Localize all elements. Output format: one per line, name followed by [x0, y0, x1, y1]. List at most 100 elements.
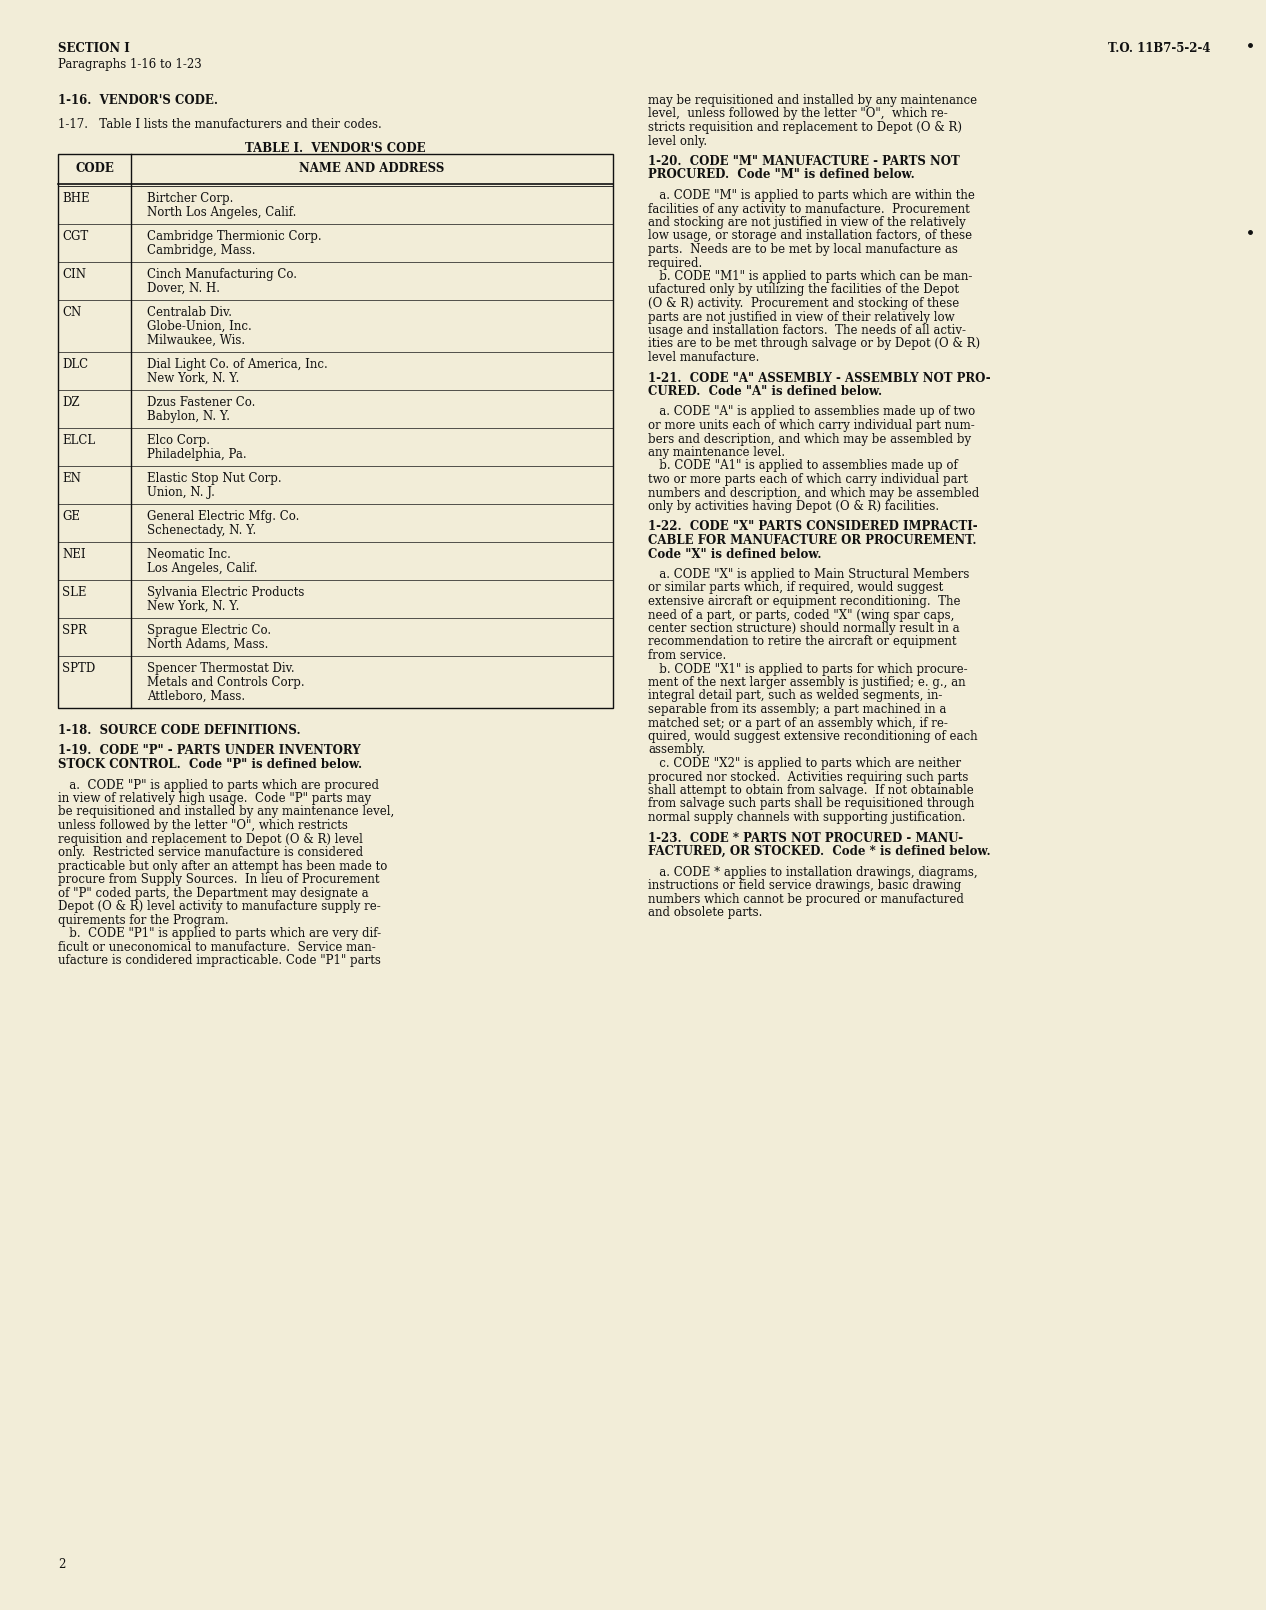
Text: ufacture is condidered impracticable. Code "P1" parts: ufacture is condidered impracticable. Co…	[58, 955, 381, 968]
Text: level manufacture.: level manufacture.	[648, 351, 760, 364]
Text: may be requisitioned and installed by any maintenance: may be requisitioned and installed by an…	[648, 93, 977, 106]
Text: CGT: CGT	[62, 230, 89, 243]
Text: Globe-Union, Inc.: Globe-Union, Inc.	[147, 320, 252, 333]
Text: ities are to be met through salvage or by Depot (O & R): ities are to be met through salvage or b…	[648, 338, 980, 351]
Text: Sprague Electric Co.: Sprague Electric Co.	[147, 625, 271, 638]
Text: instructions or field service drawings, basic drawing: instructions or field service drawings, …	[648, 879, 961, 892]
Text: recommendation to retire the aircraft or equipment: recommendation to retire the aircraft or…	[648, 636, 957, 649]
Text: SECTION I: SECTION I	[58, 42, 129, 55]
Bar	[58, 155, 613, 708]
Text: b. CODE "A1" is applied to assemblies made up of: b. CODE "A1" is applied to assemblies ma…	[648, 459, 958, 472]
Text: SPTD: SPTD	[62, 662, 95, 675]
Text: CABLE FOR MANUFACTURE OR PROCUREMENT.: CABLE FOR MANUFACTURE OR PROCUREMENT.	[648, 535, 976, 547]
Text: Neomatic Inc.: Neomatic Inc.	[147, 547, 230, 560]
Text: need of a part, or parts, coded "X" (wing spar caps,: need of a part, or parts, coded "X" (win…	[648, 609, 955, 621]
Text: any maintenance level.: any maintenance level.	[648, 446, 785, 459]
Text: be requisitioned and installed by any maintenance level,: be requisitioned and installed by any ma…	[58, 805, 394, 818]
Text: STOCK CONTROL.  Code "P" is defined below.: STOCK CONTROL. Code "P" is defined below…	[58, 758, 362, 771]
Text: CURED.  Code "A" is defined below.: CURED. Code "A" is defined below.	[648, 385, 882, 398]
Text: Los Angeles, Calif.: Los Angeles, Calif.	[147, 562, 257, 575]
Text: two or more parts each of which carry individual part: two or more parts each of which carry in…	[648, 473, 968, 486]
Text: center section structure) should normally result in a: center section structure) should normall…	[648, 621, 960, 634]
Text: of "P" coded parts, the Department may designate a: of "P" coded parts, the Department may d…	[58, 887, 368, 900]
Text: Dover, N. H.: Dover, N. H.	[147, 282, 220, 295]
Text: requisition and replacement to Depot (O & R) level: requisition and replacement to Depot (O …	[58, 832, 363, 845]
Text: TABLE I.  VENDOR'S CODE: TABLE I. VENDOR'S CODE	[246, 142, 425, 155]
Text: unless followed by the letter "O", which restricts: unless followed by the letter "O", which…	[58, 819, 348, 832]
Text: parts.  Needs are to be met by local manufacture as: parts. Needs are to be met by local manu…	[648, 243, 958, 256]
Text: numbers which cannot be procured or manufactured: numbers which cannot be procured or manu…	[648, 892, 963, 905]
Text: a. CODE "A" is applied to assemblies made up of two: a. CODE "A" is applied to assemblies mad…	[648, 406, 975, 419]
Text: CN: CN	[62, 306, 81, 319]
Text: extensive aircraft or equipment reconditioning.  The: extensive aircraft or equipment recondit…	[648, 596, 961, 609]
Text: 1-21.  CODE "A" ASSEMBLY - ASSEMBLY NOT PRO-: 1-21. CODE "A" ASSEMBLY - ASSEMBLY NOT P…	[648, 372, 990, 385]
Text: Elco Corp.: Elco Corp.	[147, 435, 210, 448]
Text: a.  CODE "P" is applied to parts which are procured: a. CODE "P" is applied to parts which ar…	[58, 779, 379, 792]
Text: Metals and Controls Corp.: Metals and Controls Corp.	[147, 676, 305, 689]
Text: numbers and description, and which may be assembled: numbers and description, and which may b…	[648, 486, 979, 499]
Text: Cambridge, Mass.: Cambridge, Mass.	[147, 245, 256, 258]
Text: SPR: SPR	[62, 625, 87, 638]
Text: facilities of any activity to manufacture.  Procurement: facilities of any activity to manufactur…	[648, 203, 970, 216]
Text: from service.: from service.	[648, 649, 727, 662]
Text: Dzus Fastener Co.: Dzus Fastener Co.	[147, 396, 256, 409]
Text: T.O. 11B7-5-2-4: T.O. 11B7-5-2-4	[1108, 42, 1210, 55]
Text: FACTURED, OR STOCKED.  Code * is defined below.: FACTURED, OR STOCKED. Code * is defined …	[648, 845, 990, 858]
Text: required.: required.	[648, 256, 703, 269]
Text: SLE: SLE	[62, 586, 86, 599]
Text: New York, N. Y.: New York, N. Y.	[147, 601, 239, 613]
Text: in view of relatively high usage.  Code "P" parts may: in view of relatively high usage. Code "…	[58, 792, 371, 805]
Text: Cinch Manufacturing Co.: Cinch Manufacturing Co.	[147, 267, 298, 282]
Text: NEI: NEI	[62, 547, 86, 560]
Text: procured nor stocked.  Activities requiring such parts: procured nor stocked. Activities requiri…	[648, 771, 968, 784]
Text: a. CODE "M" is applied to parts which are within the: a. CODE "M" is applied to parts which ar…	[648, 188, 975, 201]
Text: quired, would suggest extensive reconditioning of each: quired, would suggest extensive recondit…	[648, 729, 977, 742]
Text: integral detail part, such as welded segments, in-: integral detail part, such as welded seg…	[648, 689, 942, 702]
Text: a. CODE "X" is applied to Main Structural Members: a. CODE "X" is applied to Main Structura…	[648, 568, 970, 581]
Text: North Los Angeles, Calif.: North Los Angeles, Calif.	[147, 206, 296, 219]
Text: Dial Light Co. of America, Inc.: Dial Light Co. of America, Inc.	[147, 357, 328, 370]
Text: only.  Restricted service manufacture is considered: only. Restricted service manufacture is …	[58, 845, 363, 860]
Text: a. CODE * applies to installation drawings, diagrams,: a. CODE * applies to installation drawin…	[648, 866, 977, 879]
Text: Paragraphs 1-16 to 1-23: Paragraphs 1-16 to 1-23	[58, 58, 201, 71]
Text: 1-18.  SOURCE CODE DEFINITIONS.: 1-18. SOURCE CODE DEFINITIONS.	[58, 724, 300, 737]
Text: only by activities having Depot (O & R) facilities.: only by activities having Depot (O & R) …	[648, 501, 939, 514]
Text: parts are not justified in view of their relatively low: parts are not justified in view of their…	[648, 311, 955, 324]
Text: (O & R) activity.  Procurement and stocking of these: (O & R) activity. Procurement and stocki…	[648, 296, 960, 311]
Text: matched set; or a part of an assembly which, if re-: matched set; or a part of an assembly wh…	[648, 716, 948, 729]
Text: low usage, or storage and installation factors, of these: low usage, or storage and installation f…	[648, 230, 972, 243]
Text: assembly.: assembly.	[648, 744, 705, 757]
Text: ficult or uneconomical to manufacture.  Service man-: ficult or uneconomical to manufacture. S…	[58, 940, 376, 953]
Text: b. CODE "M1" is applied to parts which can be man-: b. CODE "M1" is applied to parts which c…	[648, 270, 972, 283]
Text: from salvage such parts shall be requisitioned through: from salvage such parts shall be requisi…	[648, 797, 975, 810]
Text: c. CODE "X2" is applied to parts which are neither: c. CODE "X2" is applied to parts which a…	[648, 757, 961, 770]
Text: quirements for the Program.: quirements for the Program.	[58, 913, 229, 926]
Text: General Electric Mfg. Co.: General Electric Mfg. Co.	[147, 510, 299, 523]
Text: Babylon, N. Y.: Babylon, N. Y.	[147, 411, 230, 423]
Text: New York, N. Y.: New York, N. Y.	[147, 372, 239, 385]
Text: Centralab Div.: Centralab Div.	[147, 306, 232, 319]
Text: Philadelphia, Pa.: Philadelphia, Pa.	[147, 448, 247, 460]
Text: 1-17.   Table I lists the manufacturers and their codes.: 1-17. Table I lists the manufacturers an…	[58, 118, 382, 130]
Text: CIN: CIN	[62, 267, 86, 282]
Text: Milwaukee, Wis.: Milwaukee, Wis.	[147, 333, 246, 348]
Text: 2: 2	[58, 1558, 66, 1571]
Text: or more units each of which carry individual part num-: or more units each of which carry indivi…	[648, 419, 975, 431]
Text: Cambridge Thermionic Corp.: Cambridge Thermionic Corp.	[147, 230, 322, 243]
Text: practicable but only after an attempt has been made to: practicable but only after an attempt ha…	[58, 860, 387, 873]
Text: Schenectady, N. Y.: Schenectady, N. Y.	[147, 523, 256, 538]
Text: NAME AND ADDRESS: NAME AND ADDRESS	[299, 163, 444, 175]
Text: EN: EN	[62, 472, 81, 485]
Text: BHE: BHE	[62, 192, 90, 204]
Text: Elastic Stop Nut Corp.: Elastic Stop Nut Corp.	[147, 472, 281, 485]
Text: level,  unless followed by the letter "O",  which re-: level, unless followed by the letter "O"…	[648, 108, 948, 121]
Text: stricts requisition and replacement to Depot (O & R): stricts requisition and replacement to D…	[648, 121, 962, 134]
Text: usage and installation factors.  The needs of all activ-: usage and installation factors. The need…	[648, 324, 966, 336]
Text: separable from its assembly; a part machined in a: separable from its assembly; a part mach…	[648, 704, 947, 716]
Text: Code "X" is defined below.: Code "X" is defined below.	[648, 547, 822, 560]
Text: ELCL: ELCL	[62, 435, 95, 448]
Text: North Adams, Mass.: North Adams, Mass.	[147, 638, 268, 650]
Text: Birtcher Corp.: Birtcher Corp.	[147, 192, 233, 204]
Text: 1-23.  CODE * PARTS NOT PROCURED - MANU-: 1-23. CODE * PARTS NOT PROCURED - MANU-	[648, 831, 963, 845]
Text: Depot (O & R) level activity to manufacture supply re-: Depot (O & R) level activity to manufact…	[58, 900, 381, 913]
